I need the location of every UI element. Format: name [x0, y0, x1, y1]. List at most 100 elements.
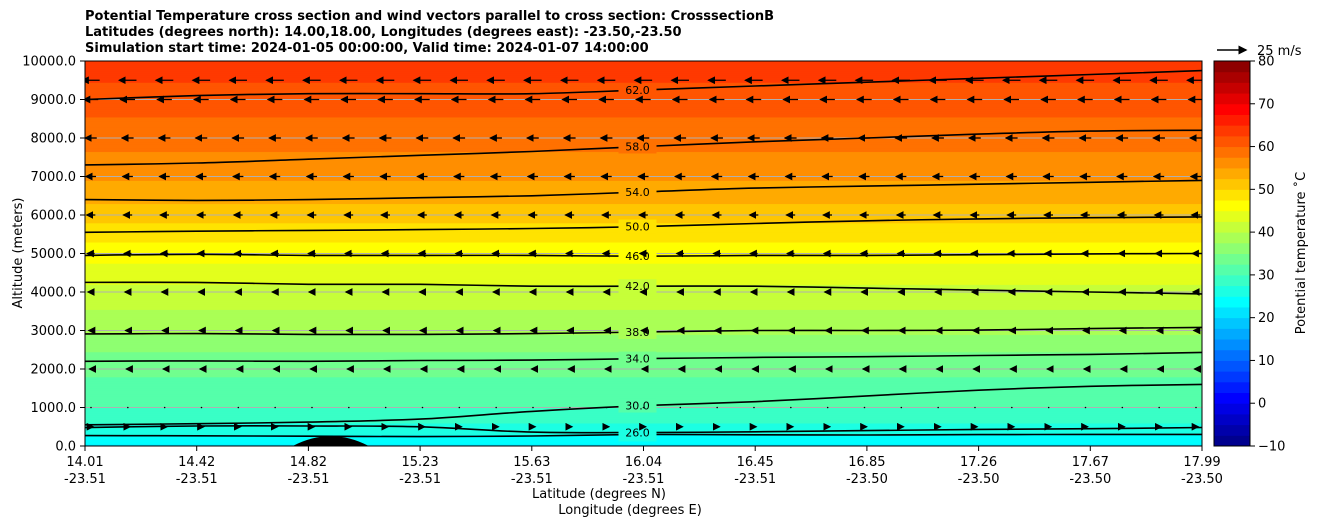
temperature-band	[85, 392, 1202, 395]
temperature-band	[85, 205, 1202, 208]
temperature-band	[85, 322, 1202, 326]
temperature-band	[85, 126, 1202, 129]
temperature-band	[85, 203, 1202, 206]
colorbar-tick-label: 10	[1258, 354, 1275, 369]
contour-label-bg	[618, 82, 657, 97]
temperature-band	[85, 378, 1202, 382]
y-tick-label: 10000.0	[22, 55, 76, 70]
temperature-band	[85, 263, 1202, 266]
wind-vector	[274, 406, 276, 409]
temperature-band	[85, 276, 1202, 280]
temperature-band	[85, 247, 1202, 251]
temperature-band	[85, 61, 1202, 64]
colorbar-swatch	[1214, 71, 1250, 83]
x-tick-label-latitude: 16.85	[848, 455, 885, 470]
temperature-band	[85, 268, 1202, 272]
colorbar-swatch	[1214, 146, 1250, 158]
y-tick-label: 7000.0	[31, 170, 77, 185]
wind-vector	[127, 406, 129, 409]
y-tick-label: 1000.0	[31, 401, 77, 416]
colorbar-tick-label: −10	[1258, 440, 1285, 455]
temperature-band	[85, 384, 1202, 387]
wind-vector	[937, 406, 939, 409]
contour-label: 42.0	[625, 280, 650, 293]
colorbar-swatch	[1214, 285, 1250, 297]
colorbar-tick-label: 20	[1258, 311, 1275, 326]
x-tick-label-longitude: -23.50	[958, 472, 1000, 487]
temperature-band	[85, 245, 1202, 249]
temperature-band	[85, 376, 1202, 380]
temperature-band	[85, 68, 1202, 72]
colorbar-swatch	[1214, 264, 1250, 276]
wind-vector	[311, 406, 313, 409]
x-tick-label-latitude: 17.67	[1072, 455, 1109, 470]
temperature-band	[85, 124, 1202, 128]
temperature-band	[85, 317, 1202, 320]
colorbar-swatch	[1214, 103, 1250, 115]
temperature-band	[85, 270, 1202, 274]
temperature-band	[85, 343, 1202, 347]
contour-label: 54.0	[625, 186, 650, 199]
colorbar-frame	[1213, 60, 1251, 447]
wind-vector	[863, 406, 866, 409]
chart-title-line-1: Potential Temperature cross section and …	[85, 9, 775, 24]
temperature-band	[85, 386, 1202, 389]
colorbar-swatch	[1214, 424, 1250, 436]
contour-label: 50.0	[625, 221, 650, 234]
terrain-peak	[292, 436, 369, 446]
temperature-band	[85, 114, 1202, 118]
x-tick-label-longitude: -23.50	[846, 472, 888, 487]
temperature-band	[85, 238, 1202, 241]
temperature-band	[85, 99, 1202, 103]
colorbar-label: Potential temperature ˚C	[1293, 172, 1309, 335]
temperature-band	[85, 116, 1202, 120]
temperature-band	[85, 342, 1202, 345]
wind-reference-key: 25 m/s	[1217, 44, 1302, 59]
temperature-band	[85, 66, 1202, 70]
wind-vector	[974, 406, 976, 409]
temperature-band	[85, 372, 1202, 376]
x-tick-label-latitude: 17.26	[960, 455, 997, 470]
colorbar-swatch	[1214, 435, 1250, 447]
temperature-band	[85, 111, 1202, 114]
wind-vector	[384, 406, 387, 409]
x-tick-label-latitude: 17.99	[1183, 455, 1220, 470]
temperature-band	[85, 170, 1202, 174]
contour-label-bg	[618, 398, 657, 413]
temperature-band	[85, 128, 1202, 131]
wind-vector	[569, 406, 571, 409]
temperature-band	[85, 130, 1202, 133]
temperature-band	[85, 70, 1202, 74]
wind-vector	[1047, 406, 1050, 409]
contour-label-bg	[618, 249, 657, 264]
temperature-band	[85, 240, 1202, 243]
colorbar: −10 0 10 20 30 40 50 60 70 80 Potential temperatur…	[1213, 55, 1309, 455]
x-tick-label-longitude: -23.51	[623, 472, 665, 487]
contour-label-bg	[618, 351, 657, 366]
temperature-band	[85, 307, 1202, 310]
x-tick-label-latitude: 15.23	[401, 455, 438, 470]
chart-title-line-3: Simulation start time: 2024-01-05 00:00:…	[85, 41, 649, 56]
colorbar-tick-label: 60	[1258, 140, 1275, 155]
temperature-band	[85, 199, 1202, 203]
temperature-band	[85, 338, 1202, 341]
wind-vector	[790, 406, 792, 409]
temperature-band	[85, 297, 1202, 301]
colorbar-tick-label: 80	[1258, 55, 1275, 70]
temperature-band	[85, 118, 1202, 122]
wind-vector	[679, 406, 682, 409]
temperature-band	[85, 413, 1202, 416]
colorbar-swatch	[1214, 274, 1250, 287]
temperature-band	[85, 345, 1202, 349]
contour-label-bg	[618, 184, 657, 199]
temperature-band	[85, 411, 1202, 414]
temperature-band	[85, 309, 1202, 312]
temperature-band	[85, 107, 1202, 110]
temperature-band	[85, 390, 1202, 393]
temperature-band	[85, 112, 1202, 116]
temperature-band	[85, 209, 1202, 212]
colorbar-swatch	[1214, 221, 1250, 233]
temperature-band	[85, 62, 1202, 66]
temperature-band	[85, 295, 1202, 299]
temperature-band	[85, 299, 1202, 303]
